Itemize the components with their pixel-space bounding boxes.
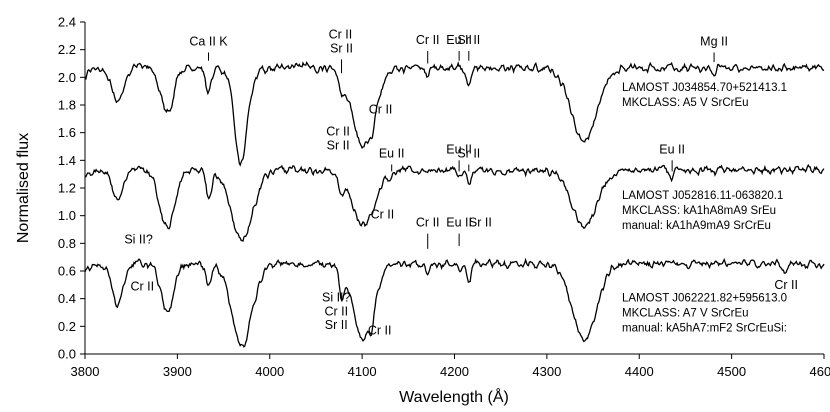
line-label: Sr II <box>325 318 348 332</box>
line-label: Si II? <box>322 290 351 304</box>
line-label: Eu II <box>446 216 472 230</box>
x-tick-label: 4100 <box>348 364 377 379</box>
star-info-line: LAMOST J062221.82+595613.0 <box>622 292 787 304</box>
x-ticks: 3800 3900 4000 4100 4200 4300 4400 4500 4600 <box>71 354 830 379</box>
line-label: Cr II <box>416 216 440 230</box>
y-tick-label: 0.4 <box>58 291 76 306</box>
line-label: Eu II <box>446 33 472 47</box>
line-label: Sr II <box>469 216 492 230</box>
x-tick-label: 4500 <box>717 364 746 379</box>
line-label: Cr II <box>130 279 154 293</box>
y-tick-label: 2.0 <box>58 70 76 85</box>
y-tick-label: 0.2 <box>58 319 76 334</box>
line-label: Ca II K <box>189 35 228 49</box>
spectrum-curves <box>84 61 825 348</box>
line-label: Cr II <box>324 304 348 318</box>
y-tick-label: 1.6 <box>58 125 76 140</box>
x-tick-label: 4400 <box>625 364 654 379</box>
x-tick-label: 4000 <box>255 364 284 379</box>
star-info-line: manual: kA5hA7:mF2 SrCrEuSi: <box>622 322 787 334</box>
y-axis-title: Normalised flux <box>15 133 32 243</box>
y-tick-label: 0.8 <box>58 236 76 251</box>
x-tick-label: 4600 <box>810 364 830 379</box>
spectrum-line <box>84 61 825 167</box>
x-tick-label: 3800 <box>71 364 100 379</box>
star-info-line: LAMOST J052816.11-063820.1 <box>622 190 783 202</box>
star-info-line: LAMOST J034854.70+521413.1 <box>622 82 787 94</box>
y-tick-label: 0.0 <box>58 347 76 362</box>
x-axis-title: Wavelength (Å) <box>399 387 509 406</box>
star-info-line: manual: kA1hA9mA9 SrCrEu <box>622 220 771 232</box>
line-label: Cr II <box>326 124 350 138</box>
line-label: Sr II <box>457 147 480 161</box>
line-label: Cr II <box>369 102 393 116</box>
star-info-line: MKCLASS: A7 V SrCrEu <box>622 307 749 319</box>
line-label: Cr II <box>371 207 395 221</box>
line-label: Eu II <box>379 147 405 161</box>
y-tick-label: 2.4 <box>58 15 76 30</box>
line-label: Cr II <box>329 28 353 42</box>
spectrum-line <box>84 257 825 348</box>
spectrum-line <box>84 163 825 242</box>
line-label: Si II? <box>124 232 153 246</box>
y-tick-label: 0.6 <box>58 264 76 279</box>
star-info-line: MKCLASS: kA1hA8mA9 SrEu <box>622 205 776 217</box>
star-info-blocks: LAMOST J034854.70+521413.1 MKCLASS: A5 V … <box>622 82 787 334</box>
line-label: Sr II <box>330 41 353 55</box>
x-tick-label: 4200 <box>440 364 469 379</box>
line-label: Eu II <box>659 142 685 156</box>
line-label: Cr II <box>774 278 798 292</box>
line-label: Eu II <box>446 142 472 156</box>
star-info-line: MKCLASS: A5 V SrCrEu <box>622 97 749 109</box>
y-tick-label: 1.0 <box>58 208 76 223</box>
line-label: Cr II <box>416 33 440 47</box>
x-tick-label: 3900 <box>163 364 192 379</box>
line-label: Sr II <box>327 138 350 152</box>
line-label: Mg II <box>700 35 728 49</box>
y-tick-label: 1.2 <box>58 181 76 196</box>
y-ticks: 0.0 0.2 0.4 0.6 0.8 1.0 1.2 1.4 1.6 1.8 2.0 2.2 2.4 <box>58 15 85 362</box>
y-tick-label: 1.8 <box>58 98 76 113</box>
y-tick-label: 1.4 <box>58 153 76 168</box>
line-label: Sr II <box>457 33 480 47</box>
x-tick-label: 4300 <box>532 364 561 379</box>
y-tick-label: 2.2 <box>58 42 76 57</box>
line-label: Cr II <box>368 324 392 338</box>
